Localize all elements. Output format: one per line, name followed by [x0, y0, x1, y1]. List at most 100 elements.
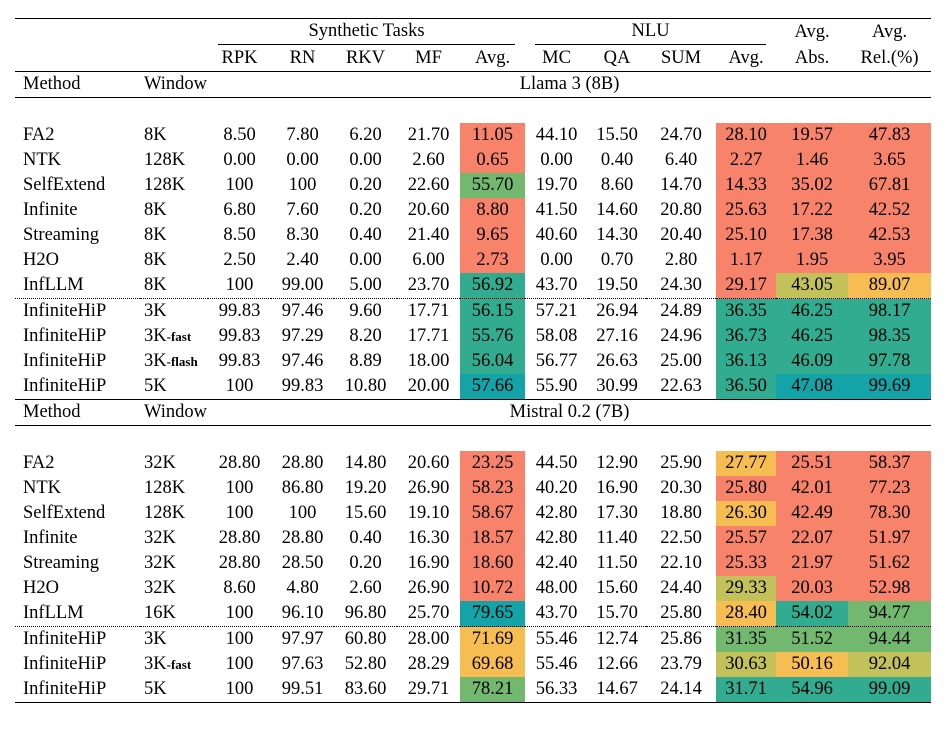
value-cell: 18.00: [407, 351, 450, 371]
value-cell: 23.25: [460, 451, 526, 476]
value-cell: 42.80: [535, 528, 578, 548]
value-cell: 8.89: [349, 351, 382, 371]
value-cell: 54.96: [776, 677, 849, 703]
method-cell: InfiniteHiP: [23, 326, 107, 346]
table-row: Infinite 8K 6.80 7.60 0.20 20.60 8.80 41.50 14.6…: [15, 198, 932, 223]
window-value: 8K: [144, 250, 167, 270]
value-cell: 2.60: [349, 578, 382, 598]
window-value: 16K: [144, 603, 176, 623]
value-cell: 20.00: [407, 376, 450, 396]
value-cell: 43.70: [535, 603, 578, 623]
value-cell: 12.66: [596, 654, 638, 674]
value-cell: 60.80: [334, 626, 397, 652]
col-header-rn: RN: [289, 47, 316, 68]
value-cell: 28.40: [716, 601, 777, 627]
value-cell: 0.20: [349, 553, 382, 573]
value-cell: 56.77: [535, 351, 578, 371]
window-cell: 3K: [140, 626, 208, 652]
window-cell: 32K: [140, 576, 208, 601]
table-row: H2O 32K 8.60 4.80 2.60 26.90 10.72 48.00 15.60 24…: [15, 576, 932, 601]
value-cell: 56.04: [460, 349, 526, 374]
value-cell: 47.08: [776, 374, 849, 400]
value-cell: 22.10: [660, 553, 702, 573]
value-cell: 99.51: [271, 677, 334, 703]
value-cell: 23.70: [407, 275, 450, 295]
value-cell: 24.14: [646, 677, 717, 703]
window-variant: -fast: [166, 657, 192, 672]
value-cell: 55.90: [535, 376, 578, 396]
value-cell: 20.80: [660, 200, 702, 220]
value-cell: 24.40: [660, 578, 702, 598]
value-cell: 6.40: [664, 150, 698, 170]
value-cell: 42.52: [848, 198, 932, 223]
value-cell: 36.50: [716, 374, 777, 400]
window-label: Window: [140, 399, 208, 426]
value-cell: 11.40: [596, 528, 638, 548]
window-cell: 128K: [140, 501, 208, 526]
table-row: Infinite 32K 28.80 28.80 0.40 16.30 18.57 42.80…: [15, 526, 932, 551]
value-cell: 78.30: [848, 501, 932, 526]
value-cell: 99.00: [281, 275, 324, 295]
value-cell: 26.94: [588, 298, 647, 324]
table-row: FA2 8K 8.50 7.80 6.20 21.70 11.05 44.10 15.50 24.…: [15, 123, 932, 148]
value-cell: 29.33: [716, 576, 777, 601]
value-cell: 0.20: [349, 175, 382, 195]
window-value: 128K: [144, 150, 186, 170]
value-cell: 36.13: [716, 349, 777, 374]
value-cell: 15.60: [596, 578, 638, 598]
window-variant: -flash: [166, 354, 198, 369]
value-cell: 8.60: [600, 175, 634, 195]
value-cell: 24.89: [646, 298, 717, 324]
value-cell: 31.35: [716, 626, 777, 652]
table-row: InfiniteHiP 3K 99.83 97.46 9.60 17.71 56.15 57.…: [15, 298, 932, 324]
value-cell: 23.79: [660, 654, 702, 674]
avg-rel-header: Avg. Rel.(%): [848, 18, 932, 72]
value-cell: 22.60: [407, 175, 450, 195]
value-cell: 42.49: [776, 501, 849, 526]
value-cell: 99.83: [281, 376, 324, 396]
method-cell: SelfExtend: [23, 503, 106, 523]
value-cell: 16.90: [596, 478, 638, 498]
value-cell: 20.30: [660, 478, 702, 498]
value-cell: 25.33: [716, 551, 777, 576]
value-cell: 22.50: [660, 528, 702, 548]
value-cell: 25.51: [776, 451, 849, 476]
value-cell: 1.95: [776, 248, 849, 273]
method-cell: InfLLM: [23, 603, 84, 623]
value-cell: 100: [288, 175, 317, 195]
value-cell: 43.70: [535, 275, 578, 295]
value-cell: 54.02: [776, 601, 849, 627]
value-cell: 58.37: [848, 451, 932, 476]
value-cell: 97.29: [281, 326, 324, 346]
value-cell: 97.46: [281, 351, 324, 371]
value-cell: 0.20: [349, 200, 382, 220]
value-cell: 25.86: [646, 626, 717, 652]
value-cell: 28.80: [218, 553, 261, 573]
value-cell: 6.20: [349, 125, 382, 145]
value-cell: 57.66: [460, 374, 526, 400]
value-cell: 19.70: [535, 175, 578, 195]
value-cell: 17.71: [397, 298, 460, 324]
value-cell: 0.40: [600, 150, 634, 170]
method-label: Method: [15, 71, 140, 98]
value-cell: 24.30: [660, 275, 702, 295]
value-cell: 20.60: [407, 453, 450, 473]
value-cell: 100: [225, 478, 254, 498]
value-cell: 100: [225, 175, 254, 195]
col-header-nlu-avg: Avg.: [728, 47, 764, 68]
value-cell: 25.90: [660, 453, 702, 473]
window-cell: 128K: [140, 476, 208, 501]
value-cell: 48.00: [535, 578, 578, 598]
table-row: InfiniteHiP 5K 100 99.51 83.60 29.71 78.21 56.3…: [15, 677, 932, 703]
method-cell: InfiniteHiP: [23, 376, 107, 396]
value-cell: 17.38: [776, 223, 849, 248]
value-cell: 51.97: [848, 526, 932, 551]
value-cell: 10.80: [344, 376, 387, 396]
value-cell: 97.46: [271, 298, 334, 324]
method-cell: FA2: [23, 453, 55, 473]
value-cell: 8.30: [286, 225, 319, 245]
avg-abs-header: Avg. Abs.: [776, 18, 849, 72]
value-cell: 25.80: [660, 603, 702, 623]
value-cell: 46.09: [776, 349, 849, 374]
value-cell: 30.63: [716, 652, 777, 677]
